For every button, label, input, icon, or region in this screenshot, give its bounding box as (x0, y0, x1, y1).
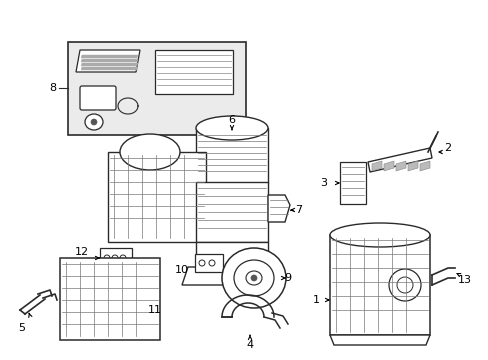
Bar (196, 128, 267, 183)
Bar (329, 235, 429, 335)
Ellipse shape (120, 255, 126, 261)
Text: 1: 1 (312, 295, 319, 305)
Ellipse shape (85, 114, 103, 130)
Bar (68, 42, 245, 135)
Text: 8: 8 (49, 83, 57, 93)
Polygon shape (371, 161, 381, 171)
Ellipse shape (199, 260, 204, 266)
Polygon shape (182, 267, 280, 285)
Polygon shape (81, 67, 138, 70)
Ellipse shape (329, 223, 429, 247)
Text: 11: 11 (148, 305, 162, 315)
Ellipse shape (104, 255, 110, 261)
Bar (155, 50, 232, 94)
Polygon shape (367, 148, 431, 172)
Text: 3: 3 (320, 178, 327, 188)
Polygon shape (407, 161, 417, 171)
Polygon shape (329, 335, 429, 345)
Polygon shape (81, 59, 138, 62)
Ellipse shape (91, 119, 97, 125)
Text: 9: 9 (284, 273, 291, 283)
Ellipse shape (234, 260, 273, 296)
Bar (108, 152, 205, 242)
Text: 12: 12 (75, 247, 89, 257)
Polygon shape (81, 63, 138, 66)
Text: 6: 6 (228, 115, 235, 125)
Text: 5: 5 (19, 323, 25, 333)
Ellipse shape (120, 134, 180, 170)
Ellipse shape (112, 255, 118, 261)
Polygon shape (76, 50, 140, 72)
Bar (196, 242, 267, 267)
Ellipse shape (222, 248, 285, 308)
Text: 10: 10 (175, 265, 189, 275)
Ellipse shape (208, 260, 215, 266)
Bar (196, 182, 267, 242)
Text: 7: 7 (295, 205, 302, 215)
FancyBboxPatch shape (80, 86, 116, 110)
Bar (60, 258, 160, 340)
Text: 2: 2 (444, 143, 450, 153)
Ellipse shape (388, 269, 420, 301)
Bar (195, 254, 223, 272)
Polygon shape (383, 161, 393, 171)
Polygon shape (419, 161, 429, 171)
Polygon shape (395, 161, 405, 171)
Polygon shape (81, 55, 138, 58)
Text: 13: 13 (457, 275, 471, 285)
Text: 4: 4 (246, 340, 253, 350)
Ellipse shape (196, 116, 267, 140)
Ellipse shape (396, 277, 412, 293)
Bar (339, 162, 365, 204)
Ellipse shape (250, 275, 257, 281)
Ellipse shape (245, 271, 262, 285)
Bar (100, 248, 132, 268)
Polygon shape (267, 195, 289, 222)
